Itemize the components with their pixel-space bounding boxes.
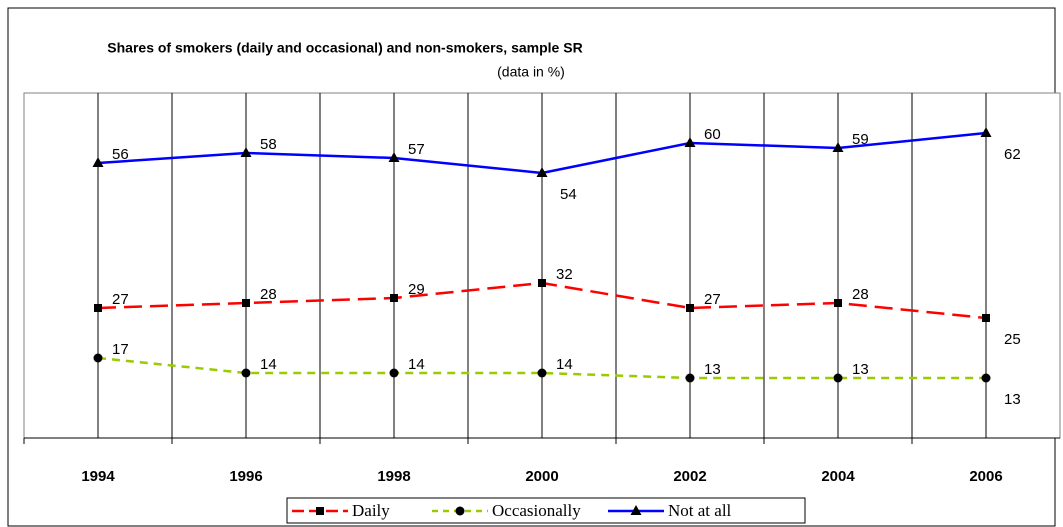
point <box>94 304 102 312</box>
chart-subtitle: (data in %) <box>497 64 565 80</box>
point <box>685 373 695 383</box>
x-tick-label: 2004 <box>821 468 855 485</box>
data-label: 29 <box>408 281 425 298</box>
data-label: 60 <box>704 126 721 143</box>
data-label: 59 <box>852 131 869 148</box>
data-label: 54 <box>560 186 577 203</box>
data-label: 14 <box>556 356 573 373</box>
point <box>388 152 400 162</box>
legend-box <box>286 497 806 524</box>
point <box>241 368 251 378</box>
point <box>390 294 398 302</box>
data-label: 14 <box>408 356 425 373</box>
data-label: 28 <box>852 286 869 303</box>
data-label: 13 <box>1004 391 1021 408</box>
data-label: 27 <box>704 291 721 308</box>
data-label: 25 <box>1004 331 1021 348</box>
point <box>982 314 990 322</box>
x-tick-label: 2000 <box>525 468 558 485</box>
x-tick-label: 1998 <box>377 468 410 485</box>
x-tick-label: 2002 <box>673 468 706 485</box>
data-label: 62 <box>1004 146 1021 163</box>
point <box>240 147 252 157</box>
point <box>92 157 104 167</box>
chart-title: Shares of smokers (daily and occasional)… <box>107 40 582 56</box>
data-label: 13 <box>852 361 869 378</box>
data-label: 32 <box>556 266 573 283</box>
data-label: 14 <box>260 356 277 373</box>
point <box>537 368 547 378</box>
point <box>684 137 696 147</box>
legend-marker <box>630 505 642 515</box>
x-tick-label: 1994 <box>81 468 115 485</box>
data-label: 17 <box>112 341 129 358</box>
data-label: 58 <box>260 136 277 153</box>
point <box>93 353 103 363</box>
legend: Daily Occasionally Not at all <box>286 497 806 524</box>
legend-label: Not at all <box>668 501 732 520</box>
point <box>242 299 250 307</box>
point <box>980 127 992 137</box>
point <box>981 373 991 383</box>
point <box>832 142 844 152</box>
data-label: 56 <box>112 146 129 163</box>
data-label: 13 <box>704 361 721 378</box>
point <box>686 304 694 312</box>
point <box>536 167 548 177</box>
point <box>389 368 399 378</box>
data-label: 27 <box>112 291 129 308</box>
point <box>833 373 843 383</box>
x-tick-label: 2006 <box>969 468 1002 485</box>
point <box>834 299 842 307</box>
data-label: 28 <box>260 286 277 303</box>
legend-marker <box>316 507 324 515</box>
legend-label: Occasionally <box>492 501 581 520</box>
point <box>538 279 546 287</box>
data-label: 57 <box>408 141 425 158</box>
legend-marker <box>455 506 465 516</box>
legend-label: Daily <box>352 501 390 520</box>
x-tick-label: 1996 <box>229 468 262 485</box>
